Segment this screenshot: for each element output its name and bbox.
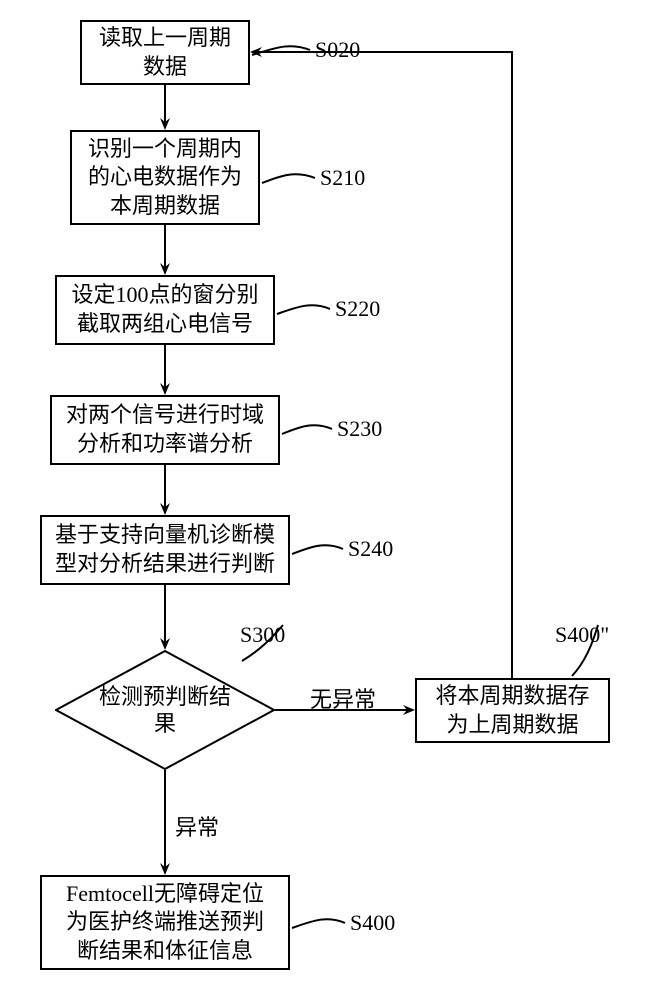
step-label-n400b: S400" [555,622,609,648]
edge-label-no-abnormal: 无异常 [310,682,376,714]
edge-label-abnormal: 异常 [175,810,219,842]
flow-decision-n300: 检测预判断结果 [55,650,275,770]
flow-node-text: 读取上一周期数据 [99,24,231,81]
flow-node-n400: Femtocell无障碍定位为医护终端推送预判断结果和体征信息 [40,875,290,970]
flow-node-text: Femtocell无障碍定位为医护终端推送预判断结果和体征信息 [66,880,264,966]
flow-node-text: 基于支持向量机诊断模型对分析结果进行判断 [55,521,275,578]
step-label-n240: S240 [348,536,393,562]
step-label-n400: S400 [350,910,395,936]
flow-node-n210: 识别一个周期内的心电数据作为本周期数据 [70,130,260,225]
step-label-n220: S220 [335,296,380,322]
step-label-n230: S230 [337,416,382,442]
flow-node-text: 对两个信号进行时域分析和功率谱分析 [66,401,264,458]
flow-node-n230: 对两个信号进行时域分析和功率谱分析 [50,395,280,465]
step-label-n300: S300 [240,622,285,648]
flow-node-n400b: 将本周期数据存为上周期数据 [415,678,610,743]
flow-node-n220: 设定100点的窗分别截取两组心电信号 [55,275,275,345]
flow-node-n240: 基于支持向量机诊断模型对分析结果进行判断 [40,515,290,585]
flow-node-text: 将本周期数据存为上周期数据 [435,682,589,739]
flow-node-n020: 读取上一周期数据 [80,20,250,85]
step-label-n020: S020 [315,37,360,63]
step-label-n210: S210 [320,165,365,191]
flow-node-text: 设定100点的窗分别截取两组心电信号 [71,281,258,338]
flowchart-canvas: 读取上一周期数据 S020 识别一个周期内的心电数据作为本周期数据 S210 设定100… [0,0,648,1000]
flow-decision-text: 检测预判断结果 [55,650,275,770]
flow-node-text: 识别一个周期内的心电数据作为本周期数据 [88,135,242,221]
